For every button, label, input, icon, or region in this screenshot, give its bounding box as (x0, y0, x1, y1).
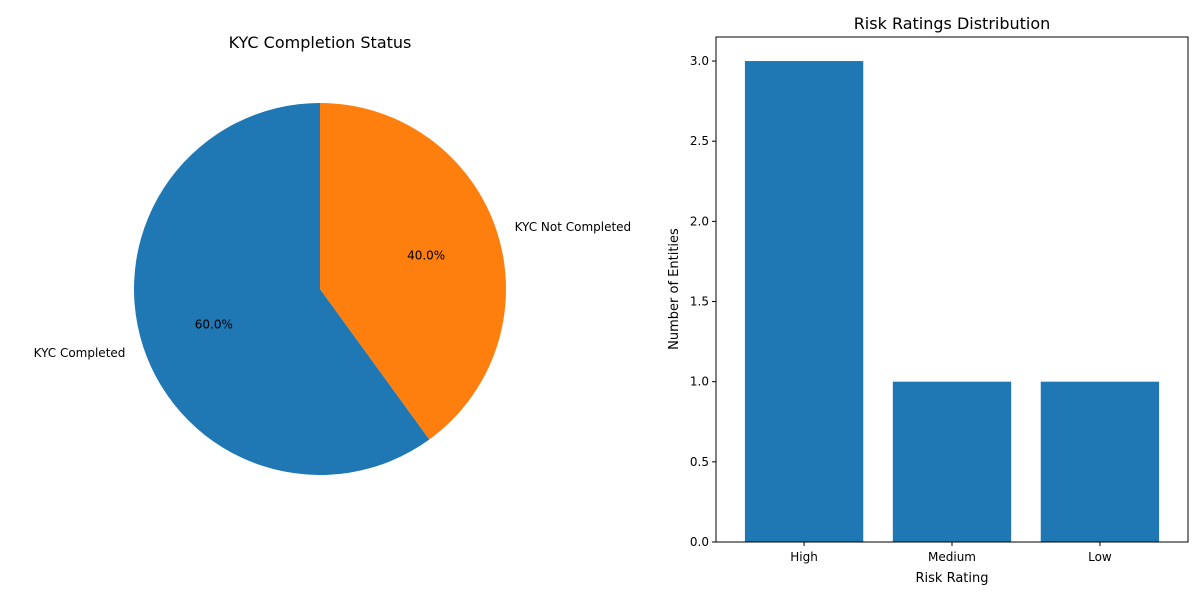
x-tick-label: Medium (928, 550, 976, 564)
y-tick-label: 0.0 (690, 535, 709, 549)
pie-label-kyc-not-completed: KYC Not Completed (515, 220, 632, 234)
bar-series (744, 61, 1160, 543)
y-tick-label: 1.5 (690, 295, 709, 309)
pie-labels: KYC Completed 60.0% KYC Not Completed 40.0% (34, 220, 632, 360)
y-axis: 0.0 0.5 1.0 1.5 2.0 2.5 3.0 (690, 54, 716, 549)
x-tick-label: High (790, 550, 818, 564)
pie-slices (134, 103, 507, 475)
bar-medium (892, 381, 1012, 542)
pie-slice-kyc-completed (134, 103, 430, 475)
bar-high (744, 61, 864, 543)
y-axis-label: Number of Entities (667, 228, 682, 350)
plot-frame (715, 36, 1189, 543)
x-tick-label: Low (1088, 550, 1112, 564)
pie-pct-kyc-completed: 60.0% (195, 317, 233, 331)
y-tick-label: 2.0 (690, 214, 709, 228)
y-tick-label: 2.5 (690, 134, 709, 148)
pie-slice-kyc-not-completed (320, 103, 507, 440)
pie-chart-title: KYC Completion Status (229, 33, 412, 52)
x-axis: High Medium Low (790, 542, 1112, 564)
y-tick-label: 0.5 (690, 455, 709, 469)
bar-chart-title: Risk Ratings Distribution (854, 14, 1051, 33)
y-tick-label: 3.0 (690, 54, 709, 68)
pie-label-kyc-completed: KYC Completed (34, 346, 126, 360)
bar-low (1040, 381, 1160, 542)
x-axis-label: Risk Rating (916, 571, 989, 586)
pie-chart: KYC Completion Status KYC Completed 60.0%… (34, 33, 632, 475)
pie-pct-kyc-not-completed: 40.0% (407, 249, 445, 263)
bar-chart: Risk Ratings Distribution 0.0 0.5 1.0 1.5 2.… (667, 14, 1189, 586)
y-tick-label: 1.0 (690, 375, 709, 389)
